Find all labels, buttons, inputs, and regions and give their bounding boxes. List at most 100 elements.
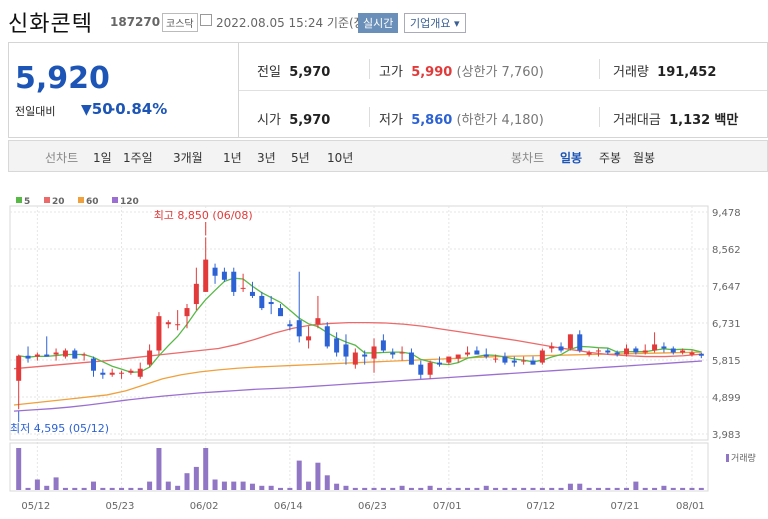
candle — [614, 352, 620, 355]
candle — [249, 291, 255, 296]
candle — [128, 370, 134, 373]
volume-bar — [567, 483, 573, 490]
x-tick-label: 06/23 — [358, 501, 387, 512]
volume-bar — [539, 487, 545, 490]
volume-bar — [605, 487, 611, 490]
volume-bar — [633, 481, 639, 490]
header: 신화콘텍 187270 코스닥 2022.08.05 15:24 기준(장중) … — [0, 0, 768, 42]
candle — [72, 350, 78, 359]
prev-close: 전일 5,970 — [257, 61, 330, 80]
candle — [380, 340, 386, 351]
volume-bar — [343, 485, 349, 490]
x-tick-label: 07/12 — [526, 501, 555, 512]
tab-10y[interactable]: 10년 — [327, 151, 354, 165]
y-tick-label: 4,899 — [712, 393, 741, 404]
high-label: 고가 — [379, 65, 403, 80]
legend-label: 5 — [24, 197, 30, 207]
volume-bar — [558, 487, 564, 490]
candle — [642, 350, 648, 353]
volume-bar — [249, 483, 255, 490]
candle — [595, 350, 601, 352]
candle — [390, 352, 396, 355]
candle — [53, 352, 59, 355]
volume-bar — [549, 487, 555, 490]
company-overview-dropdown[interactable]: 기업개요 ▾ — [404, 13, 466, 33]
volume-bar — [16, 448, 22, 490]
volume-legend-label: 거래량 — [731, 452, 756, 464]
stock-code: 187270 — [110, 15, 161, 29]
candle — [193, 283, 199, 305]
tab-1d[interactable]: 1일 — [93, 151, 112, 165]
candle — [278, 308, 284, 317]
candle — [119, 372, 125, 374]
legend-swatch — [16, 197, 22, 203]
volume-bar — [530, 487, 536, 490]
volume-bar — [502, 487, 508, 490]
price-change-pct: -0.84% — [109, 100, 168, 118]
volume-bar — [306, 481, 312, 490]
price-change: ▼50 — [81, 100, 113, 118]
divider — [369, 107, 370, 127]
candle — [455, 354, 461, 359]
candle — [184, 308, 190, 317]
candle — [567, 334, 573, 349]
volume-bar — [352, 487, 358, 490]
candle — [315, 318, 321, 325]
candle — [165, 322, 171, 325]
tab-5y[interactable]: 5년 — [291, 151, 310, 165]
tab-monthly[interactable]: 월봉 — [633, 151, 656, 165]
volume-bar — [137, 487, 143, 490]
max-price-label: 최고 8,850 (06/08) — [154, 209, 253, 222]
timestamp: 2022.08.05 15:24 기준(장중) — [216, 16, 381, 30]
chart-tabs: 선차트 1일 1주일 3개월 1년 3년 5년 10년 봉차트 일봉 주봉 월봉 — [8, 140, 768, 172]
candle — [362, 354, 368, 357]
amount-label: 거래대금 — [613, 113, 661, 128]
x-tick-label: 05/12 — [21, 501, 50, 512]
volume-bar — [109, 487, 115, 490]
tab-1w[interactable]: 1주일 — [123, 151, 153, 165]
realtime-button[interactable]: 실시간 — [358, 13, 399, 33]
candle — [156, 316, 162, 351]
tab-weekly[interactable]: 주봉 — [599, 151, 622, 165]
candle — [577, 334, 583, 351]
candle — [352, 352, 358, 365]
low-value: 5,860 — [411, 113, 453, 128]
candle — [221, 271, 227, 280]
tab-3y[interactable]: 3년 — [257, 151, 276, 165]
volume-bar — [371, 487, 377, 490]
candle-chart-label: 봉차트 — [511, 151, 545, 165]
volume-bar — [661, 485, 667, 490]
candle — [483, 354, 489, 357]
tab-daily[interactable]: 일봉 — [560, 151, 583, 165]
candle — [175, 324, 181, 326]
volume-bar — [380, 487, 386, 490]
candle — [418, 364, 424, 375]
candle — [605, 350, 611, 353]
y-tick-label: 9,478 — [712, 208, 741, 219]
tab-3m[interactable]: 3개월 — [173, 151, 203, 165]
candle — [549, 346, 555, 349]
amount-value: 1,132 — [669, 113, 711, 128]
divider — [369, 59, 370, 79]
volume-bar — [652, 487, 658, 490]
lower-limit-label: (하한가 — [456, 113, 498, 128]
volume-bar — [278, 487, 284, 490]
candle — [268, 302, 274, 305]
candle — [287, 324, 293, 327]
tab-1y[interactable]: 1년 — [223, 151, 242, 165]
candle — [624, 348, 630, 355]
x-tick-label: 07/01 — [433, 501, 462, 512]
volume-bar — [287, 487, 293, 490]
volume-frame — [9, 442, 709, 492]
y-tick-label: 7,647 — [712, 282, 741, 293]
volume-bar — [268, 485, 274, 490]
low-price: 저가 5,860 (하한가 4,180) — [379, 109, 544, 128]
stock-name: 신화콘텍 — [8, 12, 93, 37]
candle — [493, 358, 499, 360]
volume-bar — [334, 483, 340, 490]
amount-unit: 백만 — [714, 113, 739, 128]
candle — [334, 338, 340, 353]
open-value: 5,970 — [289, 113, 331, 128]
x-tick-label: 05/23 — [106, 501, 135, 512]
